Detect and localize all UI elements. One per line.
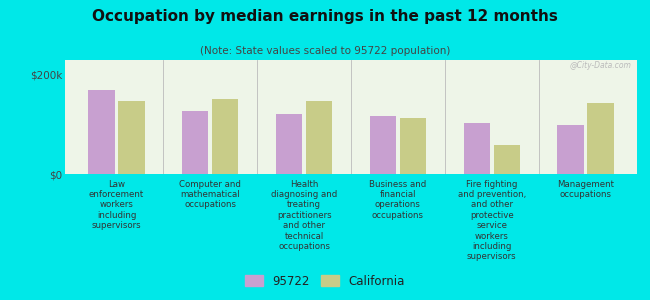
Bar — [400, 118, 426, 174]
Bar — [557, 125, 584, 174]
Bar — [276, 113, 302, 174]
Bar — [588, 103, 614, 174]
Bar — [370, 116, 396, 174]
Bar — [212, 99, 239, 174]
Text: Occupation by median earnings in the past 12 months: Occupation by median earnings in the pas… — [92, 9, 558, 24]
Bar — [493, 145, 520, 174]
Bar — [463, 123, 490, 174]
Legend: 95722, California: 95722, California — [242, 271, 408, 291]
Bar — [306, 100, 332, 174]
Bar — [182, 111, 209, 174]
Text: @City-Data.com: @City-Data.com — [569, 61, 631, 70]
Bar — [88, 90, 114, 174]
Bar — [118, 100, 145, 174]
Text: (Note: State values scaled to 95722 population): (Note: State values scaled to 95722 popu… — [200, 46, 450, 56]
